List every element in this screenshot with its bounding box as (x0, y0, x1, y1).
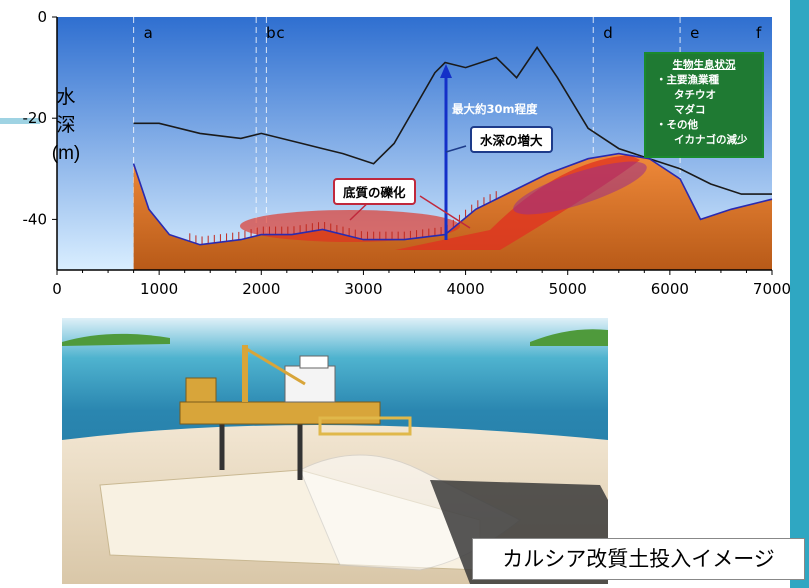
barge-bridge (299, 355, 329, 369)
y-tick-label: -20 (23, 109, 48, 127)
y-title-char-2: 深 (56, 115, 76, 136)
legend-line-1: ・主要漁業種 (656, 74, 719, 86)
x-tick-label: 2000 (242, 280, 280, 298)
legend-line-4: ・その他 (656, 119, 698, 131)
depth-profile-chart: 0 1000 2000 3000 4000 5000 6000 7000 0 -20 -40 a b… (23, 8, 792, 298)
habitat-legend: 生物生息状況 ・主要漁業種 タチウオ マダコ ・その他 イカナゴの減少 (644, 52, 764, 158)
x-tick-label: 4000 (446, 280, 484, 298)
y-tick-label: -40 (23, 210, 48, 228)
section-label-f: f (756, 24, 762, 42)
section-label-e: e (690, 24, 699, 42)
hopper (185, 377, 217, 403)
callout-pointer-depth (445, 145, 467, 153)
legend-line-5: イカナゴの減少 (674, 134, 748, 146)
left-marker (0, 118, 40, 124)
right-border-strip (790, 0, 809, 588)
dredging-illustration (62, 318, 608, 584)
legend-line-2: タチウオ (674, 89, 716, 101)
island-left (62, 333, 170, 346)
x-tick-label: 5000 (549, 280, 587, 298)
floating-frame (318, 416, 412, 436)
island-right (530, 329, 608, 346)
depth-ellipse (513, 161, 647, 215)
illustration-caption: カルシア改質土投入イメージ (472, 538, 805, 580)
callout-depth-increase: 水深の増大 (470, 126, 553, 153)
y-title-char-1: 水 (56, 87, 76, 108)
y-axis-title: 水 深 (m) (40, 84, 92, 168)
legend-line-3: マダコ (674, 104, 706, 116)
x-ticks: 0 1000 2000 3000 4000 5000 6000 7000 (52, 270, 791, 298)
section-label-a: a (144, 24, 153, 42)
barge-hull (179, 401, 381, 425)
section-label-b: b (266, 24, 276, 42)
x-tick-label: 6000 (651, 280, 689, 298)
legend-title: 生物生息状況 (672, 59, 736, 71)
crane-boom (244, 346, 306, 386)
max-depth-arrowhead (440, 64, 452, 78)
y-title-char-3: (m) (51, 143, 81, 164)
barge-cabin (284, 365, 336, 403)
x-tick-label: 7000 (753, 280, 791, 298)
section-label-c: c (276, 24, 284, 42)
section-label-d: d (603, 24, 613, 42)
y-ticks: 0 -20 -40 (23, 8, 57, 228)
x-tick-label: 1000 (140, 280, 178, 298)
x-tick-label: 0 (52, 280, 62, 298)
y-tick-label: 0 (37, 8, 47, 26)
x-tick-label: 3000 (344, 280, 382, 298)
callout-pointer-gravel-2 (419, 195, 471, 229)
max-depth-label: 最大約30m程度 (452, 102, 538, 116)
callout-gravel: 底質の礫化 (333, 178, 416, 205)
